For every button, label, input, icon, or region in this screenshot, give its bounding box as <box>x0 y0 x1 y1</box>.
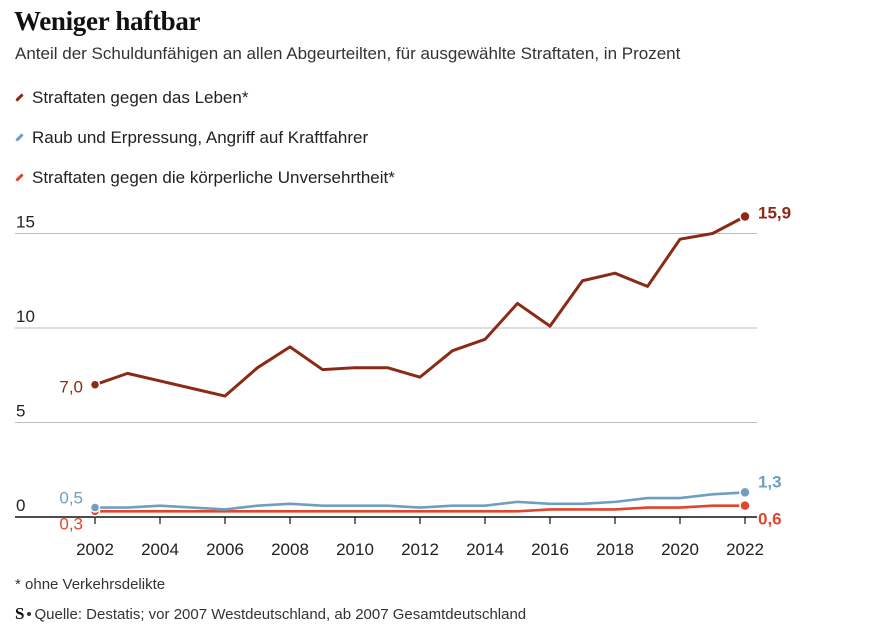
source-line: S Quelle: Destatis; vor 2007 Westdeutsch… <box>15 604 526 624</box>
start-value-label-unversehrtheit: 0,3 <box>59 514 83 533</box>
y-tick-label-0: 0 <box>16 496 25 515</box>
series-line-leben <box>93 214 747 398</box>
legend-item-raub: Raub und Erpressung, Angriff auf Kraftfa… <box>15 126 395 149</box>
x-tick-label-2006: 2006 <box>206 540 244 559</box>
legend-label-unversehrtheit: Straftaten gegen die körperliche Unverse… <box>32 167 395 187</box>
bullet-separator <box>27 612 32 616</box>
x-tick-label-2018: 2018 <box>596 540 634 559</box>
x-tick-label-2016: 2016 <box>531 540 569 559</box>
series-line-raub <box>93 491 747 511</box>
series-line-unversehrtheit <box>93 504 747 513</box>
x-tick-label-2020: 2020 <box>661 540 699 559</box>
legend-label-leben: Straftaten gegen das Leben* <box>32 87 249 107</box>
end-point-raub <box>739 486 751 499</box>
legend-item-leben: Straftaten gegen das Leben* <box>15 86 395 109</box>
x-tick-label-2022: 2022 <box>726 540 764 559</box>
x-tick-label-2014: 2014 <box>466 540 504 559</box>
start-point-leben <box>89 379 101 390</box>
end-value-label-leben: 15,9 <box>758 203 791 222</box>
publisher-logo: S <box>15 604 25 623</box>
start-value-label-leben: 7,0 <box>59 378 83 397</box>
chart-subtitle: Anteil der Schuldunfähigen an allen Abge… <box>15 44 681 63</box>
x-tick-label-2002: 2002 <box>76 540 114 559</box>
x-tick-label-2004: 2004 <box>141 540 179 559</box>
end-point-unversehrtheit <box>739 499 751 512</box>
legend-item-unversehrtheit: Straftaten gegen die körperliche Unverse… <box>15 166 395 189</box>
end-value-label-raub: 1,3 <box>758 472 782 491</box>
x-tick-label-2012: 2012 <box>401 540 439 559</box>
legend-label-raub: Raub und Erpressung, Angriff auf Kraftfa… <box>32 127 369 147</box>
start-value-label-raub: 0,5 <box>59 489 83 508</box>
y-tick-label-5: 5 <box>16 402 25 421</box>
end-point-leben <box>739 210 751 223</box>
y-tick-label-10: 10 <box>16 307 35 326</box>
y-tick-label-15: 15 <box>16 213 35 232</box>
x-tick-label-2010: 2010 <box>336 540 374 559</box>
chart-title: Weniger haftbar <box>14 6 201 36</box>
legend: Straftaten gegen das Leben* Raub und Erp… <box>15 86 395 206</box>
footnote: * ohne Verkehrsdelikte <box>15 576 166 593</box>
x-tick-label-2008: 2008 <box>271 540 309 559</box>
source-text: Quelle: Destatis; vor 2007 Westdeutschla… <box>34 605 527 623</box>
end-value-label-unversehrtheit: 0,6 <box>758 510 782 529</box>
start-point-raub <box>89 502 101 513</box>
